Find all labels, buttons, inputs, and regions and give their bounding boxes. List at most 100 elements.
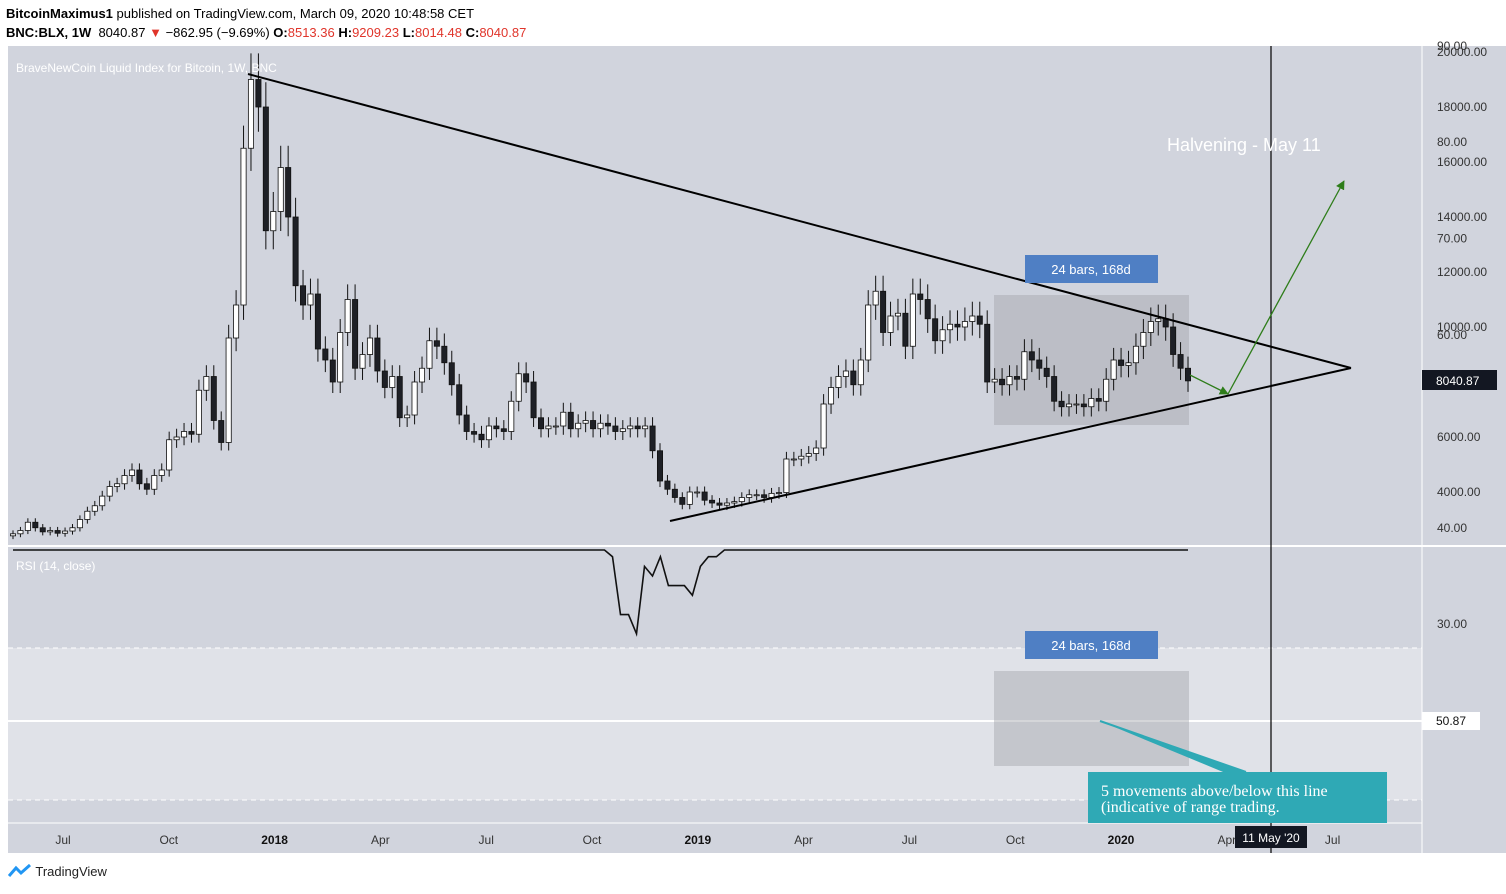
candle-body (47, 530, 54, 533)
candle-body (731, 501, 738, 504)
candle-body (612, 425, 619, 432)
candle (1132, 333, 1139, 375)
rsi-range-box[interactable] (994, 671, 1189, 766)
candle-body (932, 318, 939, 342)
candle (337, 319, 344, 393)
price-axis-panel[interactable] (1422, 46, 1506, 823)
candle-body (433, 340, 440, 347)
candle-body (947, 323, 954, 331)
candle-body (924, 299, 931, 320)
time-tick-label: Jul (1325, 833, 1340, 847)
candle-body (902, 312, 909, 347)
halving-label[interactable]: Halvening - May 11 (1167, 135, 1321, 155)
candle (976, 301, 983, 339)
candle-body (366, 337, 373, 355)
candle-body (337, 332, 344, 383)
candle (686, 486, 693, 510)
open-label: O: (273, 25, 288, 40)
candle-body (99, 495, 106, 507)
candle (485, 417, 492, 448)
candle-body (411, 381, 418, 416)
candle-body (597, 422, 604, 430)
candle-body (686, 491, 693, 505)
candle (426, 327, 433, 380)
candle (991, 368, 998, 393)
candle-body (1132, 345, 1139, 364)
candle (247, 53, 254, 171)
candle (1013, 365, 1020, 391)
candle (649, 417, 656, 459)
time-tick-label: Apr (371, 833, 390, 847)
candle-body (1125, 362, 1132, 366)
candle-body (1073, 403, 1080, 406)
candle-body (1155, 318, 1162, 322)
candle (887, 301, 894, 346)
candle (233, 290, 240, 352)
candle (54, 526, 61, 537)
candle-body (523, 373, 530, 383)
candle (917, 278, 924, 315)
projection-down-arrow[interactable] (1189, 374, 1229, 395)
candle-body (619, 428, 626, 432)
candle (1155, 304, 1162, 336)
price-pane[interactable] (8, 46, 1422, 545)
symbol-name[interactable]: BNC:BLX, 1W (6, 25, 92, 40)
candle (894, 298, 901, 331)
candle (32, 518, 39, 532)
candle-body (1170, 326, 1177, 355)
candle-body (701, 491, 708, 501)
candle-body (166, 439, 173, 471)
candle (612, 417, 619, 441)
candle (151, 469, 158, 495)
candle (419, 356, 426, 393)
candle-body (218, 420, 225, 443)
price-tick-label: 14000.00 (1437, 210, 1487, 224)
candle (947, 310, 954, 344)
candle-body (842, 370, 849, 377)
tradingview-brand[interactable]: TradingView (8, 864, 107, 879)
candle (1036, 347, 1043, 380)
candle-body (1185, 367, 1192, 382)
candle-body (656, 450, 663, 482)
candle-body (746, 494, 753, 498)
candle (1177, 342, 1184, 380)
candle (448, 350, 455, 396)
rsi-line[interactable] (13, 549, 1188, 637)
candle (1170, 313, 1177, 367)
upper-trendline[interactable] (247, 73, 1352, 369)
time-tick-label: Oct (1006, 833, 1025, 847)
candle-body (359, 354, 366, 369)
close-value: 8040.87 (479, 25, 527, 40)
candle-body (694, 491, 701, 494)
candle (181, 422, 188, 446)
candle-body (917, 293, 924, 300)
candle (850, 359, 857, 396)
candle-body (538, 417, 545, 430)
candle-body (560, 411, 567, 427)
candle-body (210, 376, 217, 421)
candle-body (404, 414, 411, 419)
candle-body (894, 312, 901, 317)
candle-body (456, 384, 463, 416)
candle-body (552, 425, 559, 428)
candle (463, 405, 470, 441)
author-name[interactable]: BitcoinMaximus1 (6, 6, 113, 21)
candle (515, 362, 522, 412)
candle-body (515, 373, 522, 402)
candle-body (32, 521, 39, 529)
high-value: 9209.23 (352, 25, 400, 40)
candle-body (1140, 332, 1147, 347)
candle (508, 391, 515, 441)
candle-body (314, 293, 321, 350)
candle-body (195, 389, 202, 435)
lower-trendline[interactable] (669, 367, 1352, 522)
candle (538, 408, 545, 438)
candle-body (292, 216, 299, 287)
candle-body (545, 425, 552, 430)
candle-body (277, 167, 284, 212)
candle (195, 379, 202, 443)
annotation-box[interactable] (1088, 772, 1387, 823)
candle (493, 417, 500, 438)
projection-up-arrow[interactable] (1227, 180, 1345, 395)
